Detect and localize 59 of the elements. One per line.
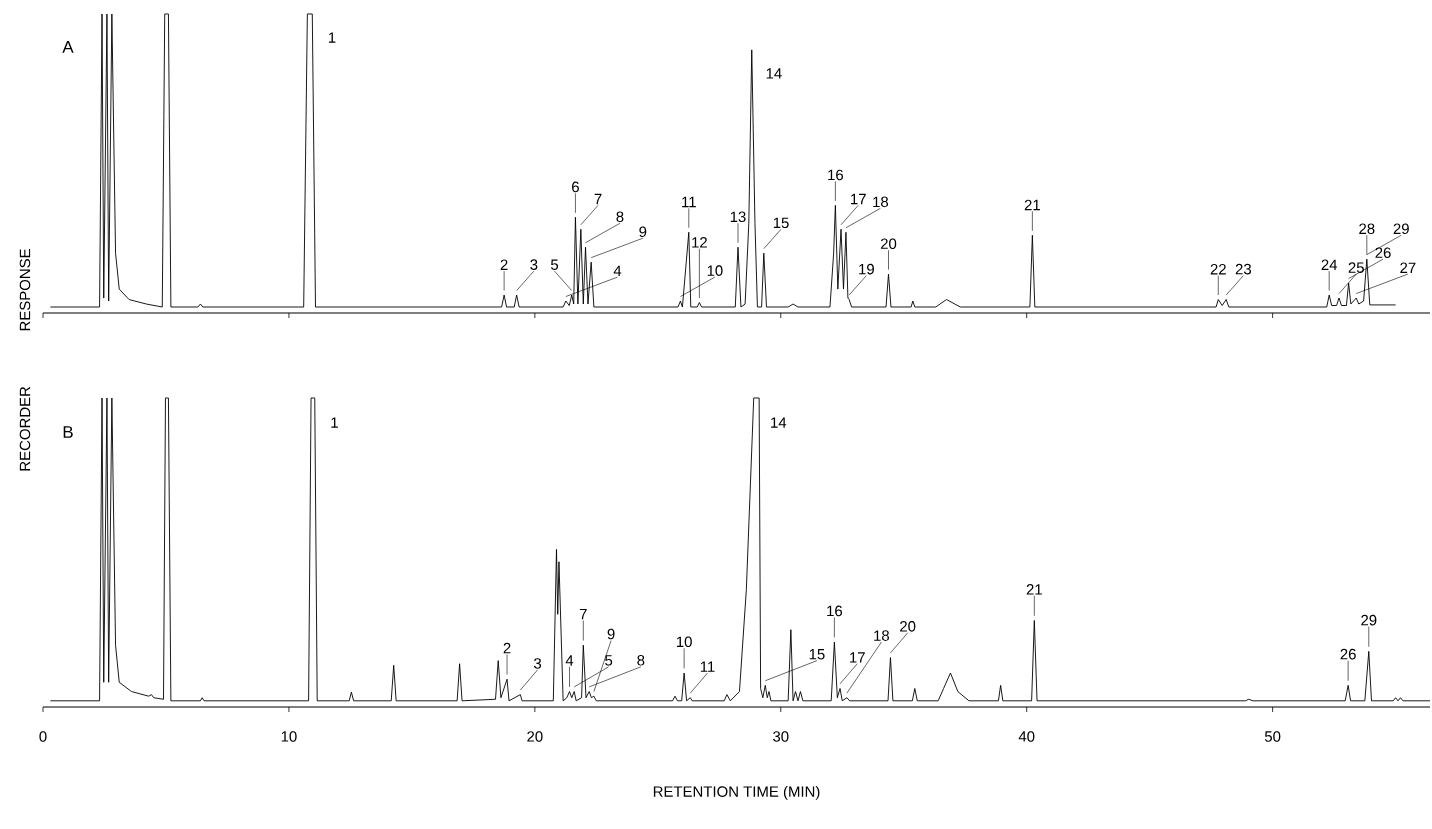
annotation: 10 (676, 636, 692, 648)
y-axis-title: RESPONSE (19, 249, 31, 331)
annotation: 25 (1348, 262, 1364, 273)
annotation: 21 (1024, 199, 1040, 211)
annotation: 1 (331, 417, 338, 428)
annotation: 12 (692, 237, 707, 248)
annotation: 9 (607, 628, 615, 640)
annotation: 3 (530, 259, 538, 270)
annotation: 6 (572, 181, 579, 193)
annotation: 4 (613, 265, 622, 276)
annotation: 15 (773, 217, 789, 229)
annotation: 9 (639, 226, 647, 238)
annotation: 19 (859, 263, 874, 275)
annotation: 26 (1340, 648, 1356, 660)
annotation: 27 (1400, 262, 1416, 273)
annotation: 24 (1321, 259, 1338, 270)
annotation: 11 (700, 661, 715, 672)
annotation: A (62, 41, 74, 53)
annotation: 5 (550, 259, 559, 270)
x-tick-label: 50 (1264, 731, 1281, 742)
annotation: 14 (771, 417, 787, 428)
annotation: 8 (637, 655, 645, 666)
annotation: 7 (594, 193, 602, 205)
annotation: 5 (605, 655, 613, 666)
annotation: 29 (1393, 223, 1409, 235)
annotation: 18 (873, 196, 889, 208)
annotation: 13 (730, 211, 746, 223)
annotation: 20 (880, 238, 897, 249)
annotation: 26 (1375, 247, 1391, 258)
annotation: 4 (565, 655, 574, 666)
annotation: 15 (809, 649, 825, 660)
x-tick-label: 20 (527, 731, 543, 742)
annotation: B (63, 426, 73, 438)
annotation: 2 (500, 259, 508, 270)
annotation: 28 (1359, 223, 1375, 235)
annotation: 16 (828, 169, 844, 181)
x-tick-label: 10 (281, 731, 297, 742)
annotation: 16 (827, 605, 843, 617)
annotation: 23 (1235, 263, 1252, 275)
annotation: 2 (503, 642, 511, 654)
annotation: 17 (850, 652, 865, 663)
annotation: 1 (328, 32, 336, 43)
y-axis-title: RECORDER (19, 386, 31, 471)
annotation: 7 (579, 609, 587, 620)
annotation: 11 (682, 196, 696, 208)
annotation: 22 (1210, 263, 1226, 275)
annotation: 10 (707, 265, 723, 276)
annotation: 14 (766, 68, 782, 79)
annotation: 29 (1361, 614, 1377, 626)
annotation: 8 (616, 211, 624, 223)
annotation: 20 (900, 621, 916, 632)
annotation: 21 (1026, 584, 1042, 595)
annotation: 3 (533, 658, 542, 669)
annotation: 18 (874, 630, 890, 641)
x-tick-label: 30 (773, 731, 789, 742)
x-tick-label: 40 (1018, 731, 1035, 742)
x-tick-label: 0 (39, 731, 47, 742)
x-axis-title: RETENTION TIME (MIN) (653, 785, 820, 800)
annotation: 17 (851, 193, 866, 205)
